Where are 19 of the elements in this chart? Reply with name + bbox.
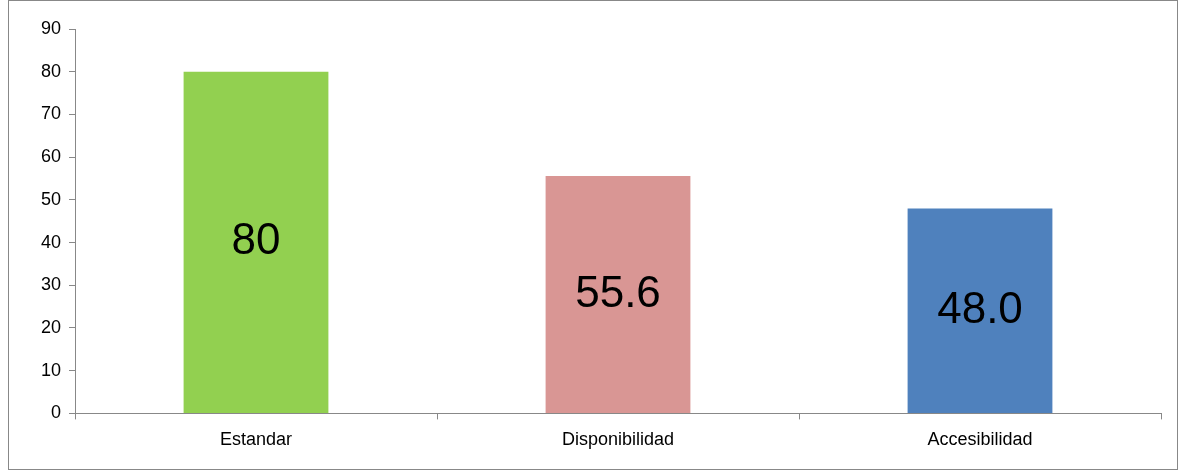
data-label: 80 [231,214,281,264]
bar [545,175,691,413]
y-tick-label: 20 [40,316,61,337]
bar [183,71,329,413]
y-tick-label: 80 [40,60,61,81]
y-tick-label: 0 [50,402,61,423]
x-tick-label: Disponibilidad [561,429,675,450]
data-label: 55.6 [575,266,661,316]
y-tick-label: 10 [40,359,61,380]
bar [907,208,1053,413]
y-tick-label: 90 [40,17,61,38]
y-tick-label: 50 [40,188,61,209]
y-tick-label: 40 [40,231,61,252]
data-label: 48.0 [937,282,1023,332]
y-tick-label: 30 [40,274,61,295]
y-tick-label: 60 [40,146,61,167]
x-tick-label: Estandar [219,429,293,450]
y-tick-label: 70 [40,103,61,124]
x-tick-label: Accesibilidad [927,429,1033,450]
